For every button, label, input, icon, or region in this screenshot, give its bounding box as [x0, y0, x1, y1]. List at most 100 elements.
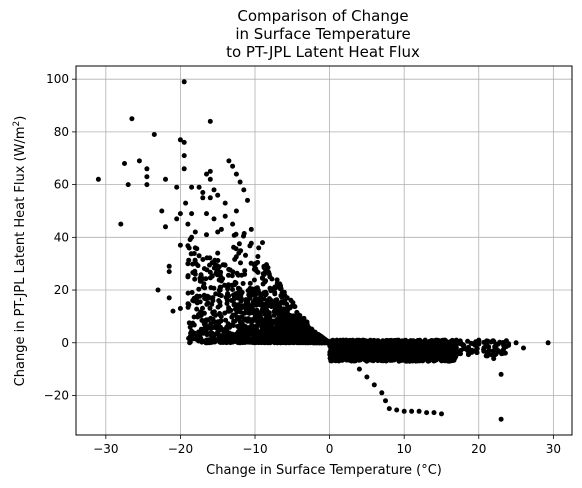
y-tick-label: 40	[54, 230, 69, 244]
data-point	[390, 356, 396, 362]
data-point	[226, 158, 232, 164]
data-point	[196, 338, 202, 344]
data-point	[217, 273, 223, 279]
data-point	[481, 348, 487, 354]
data-point	[315, 336, 321, 342]
x-tick-label: 30	[546, 442, 561, 456]
data-points	[95, 79, 551, 422]
data-point	[204, 332, 210, 338]
data-point	[183, 200, 189, 206]
data-point	[337, 337, 343, 343]
data-point	[254, 296, 260, 302]
data-point	[294, 340, 300, 345]
data-point	[474, 350, 480, 356]
data-point	[452, 343, 458, 349]
data-point	[379, 350, 385, 356]
data-point	[230, 287, 235, 292]
data-point	[218, 314, 224, 320]
data-point	[252, 315, 258, 321]
data-point	[192, 298, 198, 304]
data-point	[204, 211, 209, 217]
data-point	[352, 343, 357, 349]
data-point	[170, 308, 176, 314]
x-tick-label: 20	[471, 442, 486, 456]
x-tick-label: −20	[168, 442, 193, 456]
data-point	[245, 197, 250, 203]
data-point	[207, 255, 213, 261]
data-point	[521, 345, 526, 351]
data-point	[261, 291, 267, 297]
data-point	[411, 346, 417, 352]
data-point	[269, 331, 275, 337]
data-point	[486, 344, 492, 350]
data-point	[200, 257, 206, 262]
data-point	[383, 398, 388, 404]
data-point	[419, 339, 425, 345]
data-point	[207, 275, 213, 281]
data-point	[242, 268, 248, 274]
data-point	[370, 356, 376, 362]
data-point	[218, 226, 224, 232]
data-point	[319, 335, 325, 340]
data-point	[409, 408, 415, 414]
data-point	[241, 233, 246, 239]
data-point	[513, 340, 519, 346]
data-point	[189, 234, 195, 240]
data-point	[245, 297, 251, 303]
data-point	[414, 350, 420, 356]
data-point	[431, 339, 437, 345]
grid-lines	[76, 66, 572, 435]
data-point	[204, 171, 209, 177]
data-point	[259, 309, 265, 315]
data-point	[269, 327, 275, 333]
data-point	[364, 374, 370, 380]
data-point	[283, 335, 289, 341]
data-point	[274, 305, 280, 311]
data-point	[198, 309, 204, 315]
data-point	[229, 273, 235, 279]
data-point	[200, 318, 206, 324]
data-point	[453, 337, 459, 343]
data-point	[185, 304, 191, 310]
data-point	[424, 410, 430, 416]
data-point	[253, 302, 259, 308]
data-point	[227, 330, 233, 336]
data-point	[484, 338, 490, 344]
data-point	[209, 335, 215, 341]
data-point	[225, 321, 231, 327]
data-point	[215, 192, 221, 198]
data-point	[449, 351, 454, 356]
data-point	[252, 309, 258, 315]
data-point	[312, 329, 318, 335]
data-point	[222, 310, 228, 316]
data-point	[371, 382, 377, 388]
data-point	[423, 347, 429, 353]
data-point	[242, 271, 248, 277]
data-point	[258, 315, 264, 321]
data-point	[491, 356, 497, 362]
data-point	[181, 166, 187, 172]
data-point	[187, 324, 193, 330]
data-point	[296, 322, 302, 328]
data-point	[425, 341, 431, 347]
data-point	[402, 356, 408, 362]
data-point	[203, 276, 209, 282]
data-point	[196, 286, 202, 292]
data-point	[418, 354, 424, 360]
data-point	[235, 305, 240, 311]
data-point	[222, 200, 228, 206]
data-point	[250, 299, 256, 305]
data-point	[177, 137, 183, 143]
data-point	[226, 272, 231, 278]
data-point	[189, 211, 195, 217]
data-point	[194, 306, 200, 312]
data-point	[269, 319, 275, 325]
data-point	[246, 317, 252, 323]
data-point	[371, 346, 377, 352]
data-point	[387, 345, 393, 351]
data-point	[181, 139, 187, 145]
data-point	[260, 240, 265, 246]
data-point	[236, 241, 242, 247]
x-axis-ticks: −30 −20 −10 0 10 20 30	[93, 435, 561, 456]
